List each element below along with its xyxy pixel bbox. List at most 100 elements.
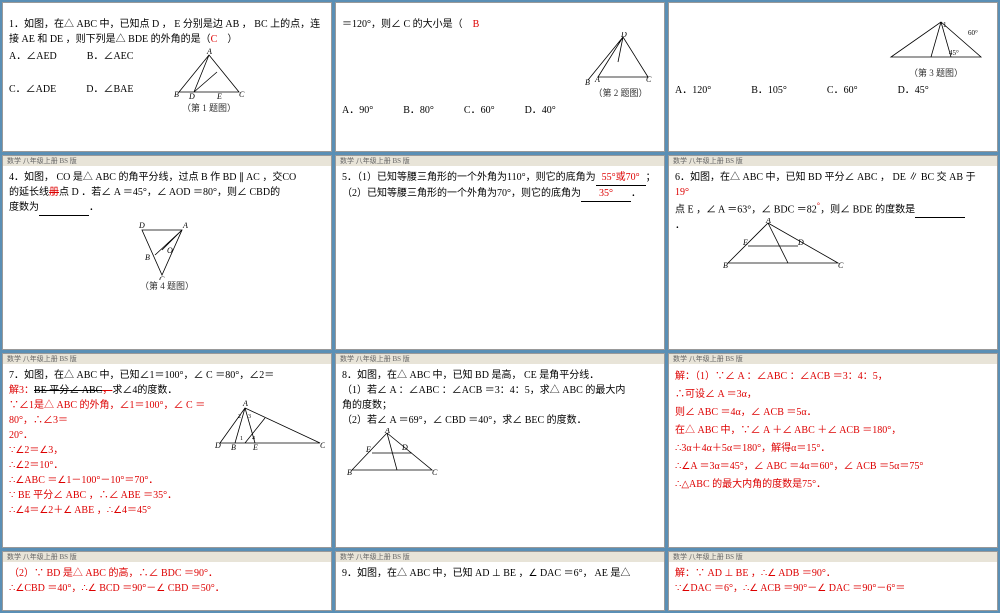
solution-cell-8: 数学 八年级上册 BS 版 解：（1）∵∠ A ：∠ABC ：∠ACB ＝3：4… — [668, 353, 998, 548]
triangle-icon: AEDBC — [342, 428, 442, 478]
q8-text4: （2）若∠ A ＝69°，∠ CBD ＝40°，求∠ BEC 的度数． — [342, 415, 587, 426]
q6-text4: ． — [675, 220, 685, 231]
problem-cell-8: 数学 八年级上册 BS 版 8．如图，在△ ABC 中，已知 BD 是高， CE… — [335, 353, 665, 548]
q5-text3: （2）已知等腰三角形的一个外角为70°，则它的底角为 — [342, 188, 581, 199]
svg-text:C: C — [239, 90, 245, 99]
cell-header: 数学 八年级上册 BS 版 — [669, 354, 997, 364]
svg-text:D: D — [188, 92, 195, 101]
q5-text2: ； — [646, 172, 656, 183]
problem-cell-2: ＝120°，则∠ C 的大小是（ B BDAC （第 2 题图） A．90° B… — [335, 2, 665, 152]
q1-opt-c: C．∠ADE — [9, 82, 56, 115]
svg-text:D: D — [797, 238, 804, 247]
svg-text:O: O — [167, 246, 173, 255]
triangle-icon: DAOBC — [127, 220, 207, 280]
problem-cell-1: 1．如图，在△ ABC 中，已知点 D ， E 分别是边 AB ， BC 上的点… — [2, 2, 332, 152]
q1-figure: ABCDE （第 1 题图） — [169, 47, 249, 116]
cell-header: 数学 八年级上册 BS 版 — [669, 552, 997, 562]
cell-header: 数学 八年级上册 BS 版 — [336, 552, 664, 562]
q6-text: 6．如图，在△ ABC 中，已知 BD 平分∠ ABC ， DE ∥ BC 交 … — [675, 172, 976, 183]
q8-figure: AEDBC — [342, 428, 442, 478]
q2-opt-d: D．40° — [525, 103, 556, 118]
q4-fig-label: （第 4 题图） — [127, 280, 207, 294]
q2-answer: B — [473, 19, 480, 30]
svg-text:E: E — [365, 445, 371, 454]
svg-text:A: A — [594, 75, 600, 84]
q6-blank — [915, 202, 965, 218]
q4-del: 册 — [49, 187, 59, 198]
q7-text: 7．如图，在△ ABC 中，已知∠1＝100°，∠ C ＝80°，∠2＝ — [9, 370, 274, 381]
q1-text: 1．如图，在△ ABC 中，已知点 D ， E 分别是边 AB ， BC 上的点… — [9, 19, 320, 45]
cell-header: 数学 八年级上册 BS 版 — [3, 552, 331, 562]
q8-text2: （1）若∠ A ：∠ABC ：∠ACB ＝3：4：5，求△ ABC 的最大内 — [342, 385, 625, 396]
q1-fig-label: （第 1 题图） — [169, 102, 249, 116]
svg-text:A: A — [242, 399, 248, 408]
svg-text:D: D — [138, 221, 145, 230]
svg-text:4: 4 — [252, 436, 255, 442]
q4-figure: DAOBC （第 4 题图） — [127, 220, 207, 294]
problem-cell-6: 数学 八年级上册 BS 版 6．如图，在△ ABC 中，已知 BD 平分∠ AB… — [668, 155, 998, 350]
q3-opt-a: A．120° — [675, 83, 711, 98]
svg-text:A: A — [182, 221, 188, 230]
q8-solution: 解：（1）∵∠ A ：∠ABC ：∠ACB ＝3：4：5， ∴可设∠ A ＝3α… — [675, 368, 991, 494]
q1-close: ） — [217, 34, 237, 45]
q2-opt-b: B．80° — [403, 103, 434, 118]
svg-text:3: 3 — [248, 414, 251, 420]
svg-text:C: C — [320, 441, 325, 450]
svg-text:C: C — [432, 468, 438, 477]
svg-text:E: E — [252, 443, 258, 452]
svg-text:B: B — [231, 443, 236, 452]
problem-cell-3: 160°45° （第 3 题图） A．120° B．105° C．60° D．4… — [668, 2, 998, 152]
q7-solution: ∵∠1是△ ABC 的外角，∠1＝100°，∠ C ＝80°，∴∠3＝ 20°．… — [9, 398, 215, 518]
triangle-icon: ABCDE — [169, 47, 249, 102]
q5-ans2: 35° — [581, 186, 631, 202]
q4-text3: 点 D ．若∠ A ＝45°，∠ AOD ＝80°，则∠ CBD的 — [59, 187, 280, 198]
q7-l1c: 求∠4的度数． — [112, 385, 177, 396]
q8-text3: 角的度数； — [342, 400, 392, 411]
problem-cell-5: 数学 八年级上册 BS 版 5．（1）已知等腰三角形的一个外角为110°，则它的… — [335, 155, 665, 350]
problem-cell-7: 数学 八年级上册 BS 版 7．如图，在△ ABC 中，已知∠1＝100°，∠ … — [2, 353, 332, 548]
svg-text:E: E — [742, 238, 748, 247]
q6-text3: ，则∠ BDE 的度数是 — [820, 204, 915, 215]
q6-ans19: 19° — [675, 187, 689, 198]
q4-text4: 度数为 — [9, 202, 39, 213]
cell-header: 数学 八年级上册 BS 版 — [336, 156, 664, 166]
solution-cell-9: 数学 八年级上册 BS 版 解：∵ AD ⊥ BE ，∴∠ ADB ＝90°． … — [668, 551, 998, 611]
cell-header: 数学 八年级上册 BS 版 — [669, 156, 997, 166]
q3-opt-b: B．105° — [751, 83, 787, 98]
q4-text2: 的延长线 — [9, 187, 49, 198]
svg-text:1: 1 — [943, 21, 947, 29]
q2-text: ＝120°，则∠ C 的大小是（ — [342, 19, 463, 30]
triangle-icon: BDAC — [583, 32, 658, 87]
svg-text:D: D — [215, 441, 221, 450]
svg-text:A: A — [206, 47, 212, 56]
cell-header: 数学 八年级上册 BS 版 — [336, 354, 664, 364]
cell-header: 数学 八年级上册 BS 版 — [3, 156, 331, 166]
triangle-icon: 160°45° — [881, 17, 991, 67]
q5-ans1: 55°或70° — [596, 170, 646, 186]
q1-opt-b: B．∠AEC — [87, 49, 134, 82]
q5-text4: ． — [631, 188, 641, 199]
q4-text: 4．如图， CO 是△ ABC 的角平分线，过点 B 作 BD ∥ AC ，交C… — [9, 172, 296, 183]
q3-opt-c: C．60° — [827, 83, 858, 98]
problem-cell-4: 数学 八年级上册 BS 版 4．如图， CO 是△ ABC 的角平分线，过点 B… — [2, 155, 332, 350]
cell-header: 数学 八年级上册 BS 版 — [3, 354, 331, 364]
q7-mid: BE 平分∠ ABC — [34, 385, 102, 396]
q2-fig-label: （第 2 题图） — [583, 87, 658, 101]
q8b-solution: （2）∵ BD 是△ ABC 的高，∴∠ BDC ＝90°． ∴∠CBD ＝40… — [9, 566, 325, 596]
q9-text: 9．如图，在△ ABC 中，已知 AD ⊥ BE ，∠ DAC ＝6°， AE … — [342, 568, 630, 579]
q6-text2: 点 E ，∠ A ＝63°，∠ BDC ＝82 — [675, 204, 817, 215]
svg-text:2: 2 — [238, 414, 241, 420]
svg-text:45°: 45° — [949, 49, 959, 57]
q8-text: 8．如图，在△ ABC 中，已知 BD 是高， CE 是角平分线． — [342, 370, 599, 381]
svg-text:B: B — [145, 253, 150, 262]
q2-opt-c: C．60° — [464, 103, 495, 118]
svg-text:D: D — [620, 32, 627, 39]
svg-text:A: A — [384, 428, 390, 435]
svg-text:A: A — [765, 218, 771, 225]
svg-text:B: B — [723, 261, 728, 270]
svg-text:B: B — [585, 78, 590, 87]
problem-cell-9: 数学 八年级上册 BS 版 9．如图，在△ ABC 中，已知 AD ⊥ BE ，… — [335, 551, 665, 611]
q4-text5: ． — [89, 202, 99, 213]
q9-solution: 解：∵ AD ⊥ BE ，∴∠ ADB ＝90°． ∵∠DAC ＝6°，∴∠ A… — [675, 566, 991, 596]
q1-opt-d: D．∠BAE — [86, 82, 133, 115]
